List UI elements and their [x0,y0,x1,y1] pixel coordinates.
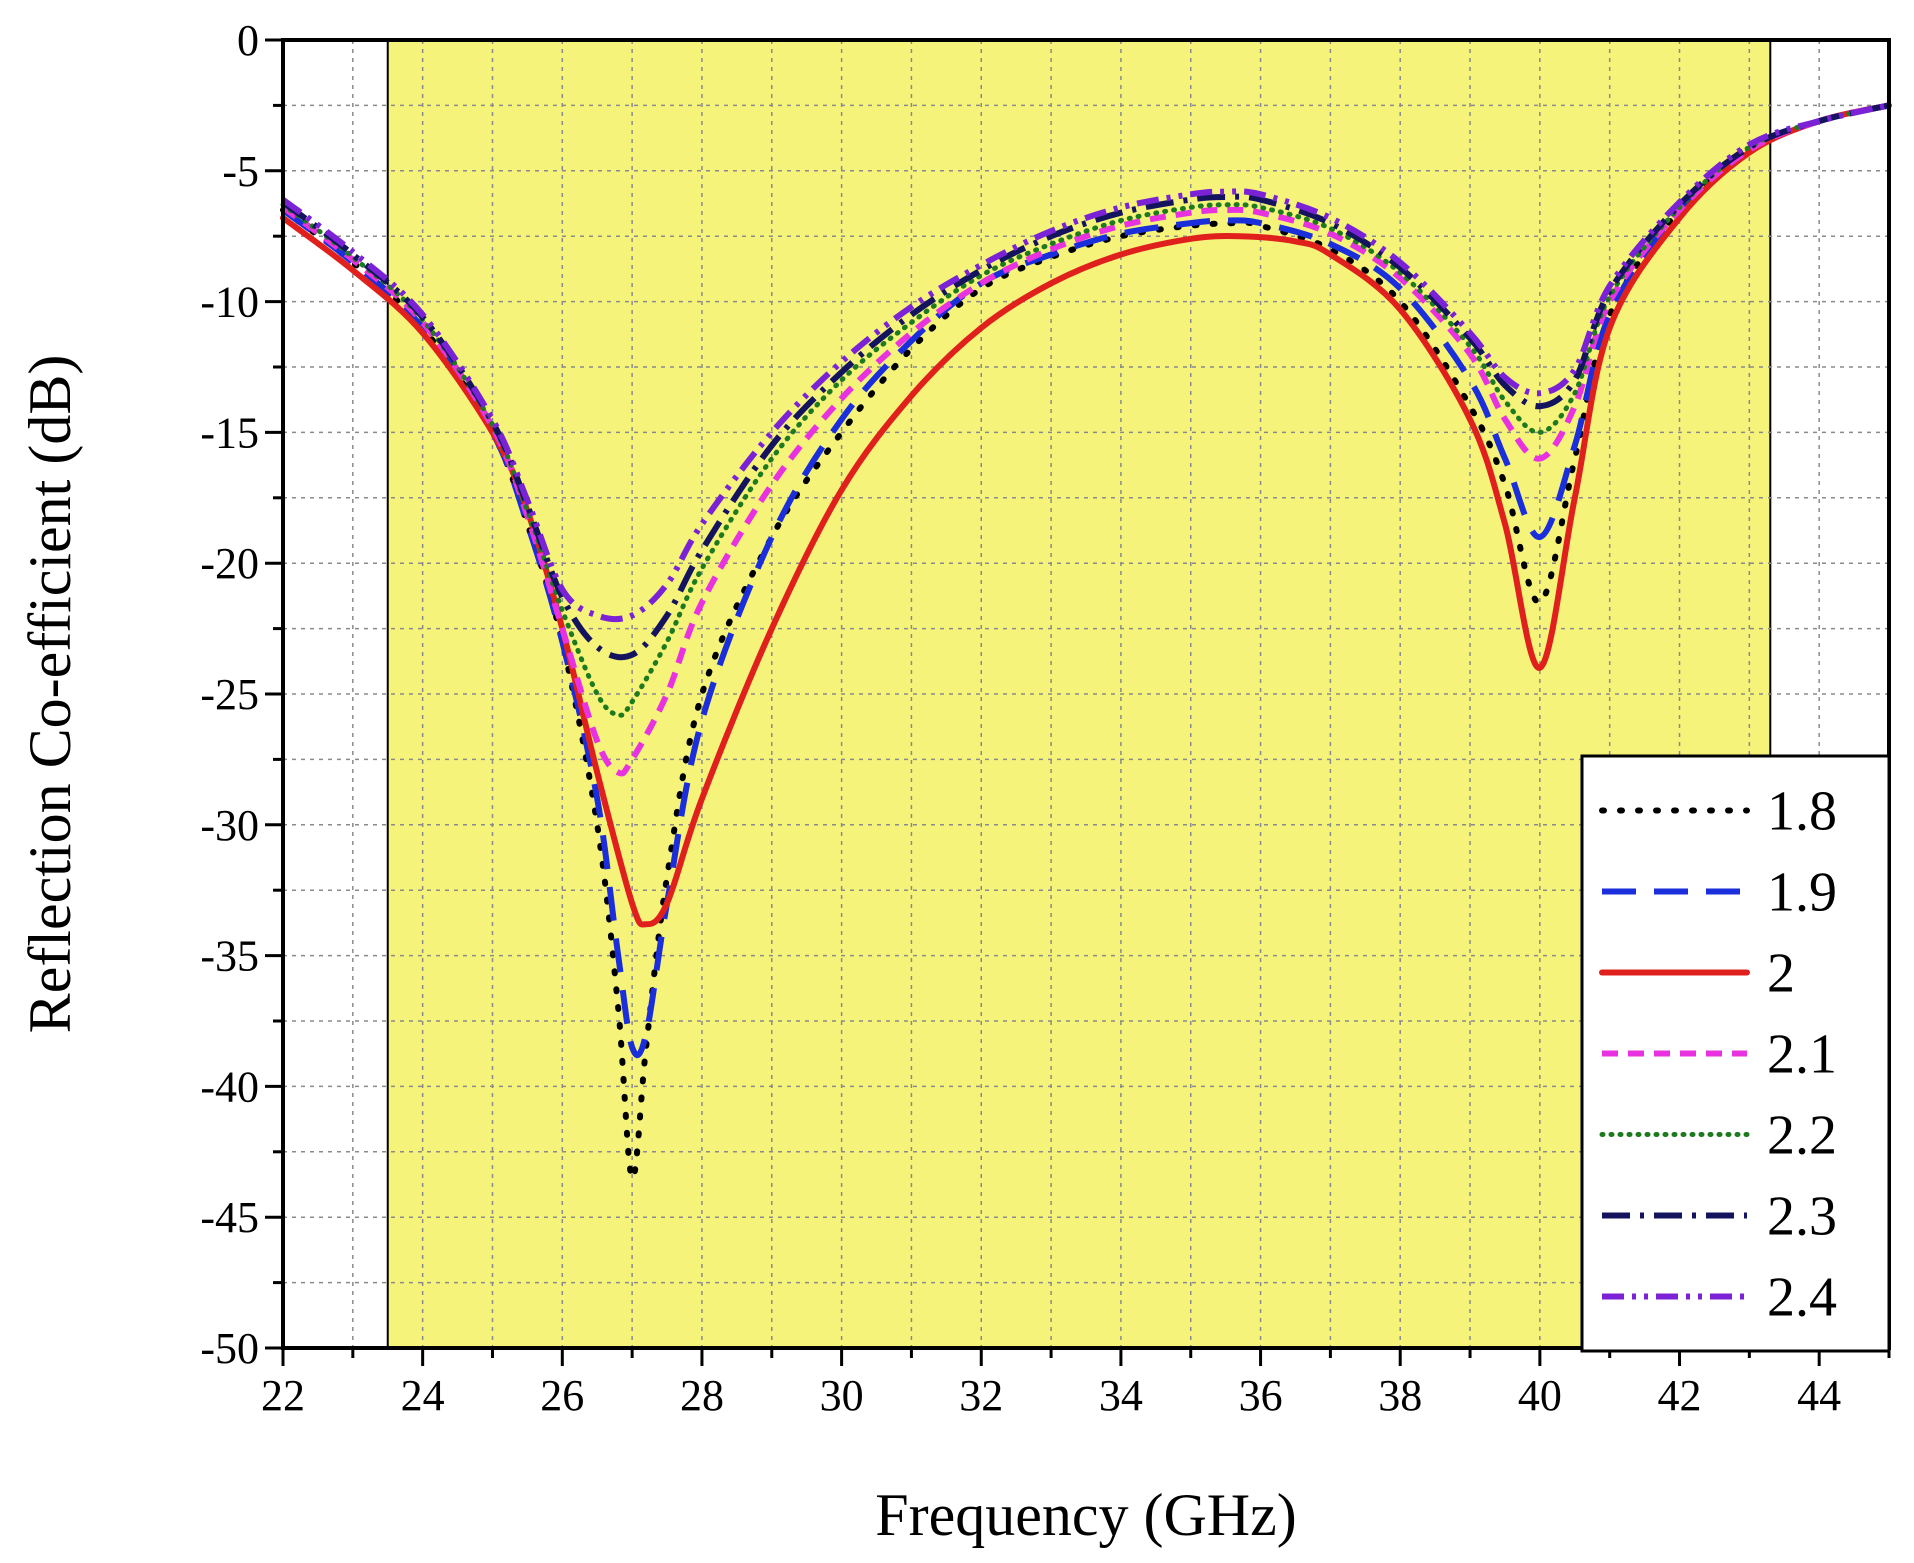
y-tick-label: -10 [200,278,259,327]
x-tick-label: 28 [680,1371,724,1420]
legend-label-2-2: 2.2 [1767,1105,1837,1167]
legend-label-1-8: 1.8 [1767,781,1837,843]
y-tick-label: -45 [200,1193,259,1242]
x-tick-label: 30 [820,1371,864,1420]
x-tick-label: 22 [261,1371,305,1420]
x-axis-title: Frequency (GHz) [875,1482,1297,1548]
y-tick-label: 0 [237,16,259,65]
y-tick-label: -25 [200,670,259,719]
y-tick-label: -20 [200,539,259,588]
x-tick-label: 26 [540,1371,584,1420]
y-tick-label: -5 [222,147,259,196]
legend-label-2: 2 [1767,943,1795,1005]
y-tick-label: -40 [200,1062,259,1111]
x-tick-label: 24 [401,1371,445,1420]
y-tick-label: -15 [200,408,259,457]
x-tick-label: 34 [1099,1371,1143,1420]
y-tick-label: -50 [200,1324,259,1373]
series-line-1-8 [280,102,1892,1182]
x-tick-label: 38 [1378,1371,1422,1420]
x-tick-label: 32 [959,1371,1003,1420]
legend-label-2-3: 2.3 [1767,1186,1837,1248]
tick-labels: 22 24 26 28 30 32 34 36 38 40 42 44 0 -5 -10 -15 -20 -25 -… [200,16,1841,1420]
x-tick-label: 40 [1518,1371,1562,1420]
y-tick-label: -35 [200,932,259,981]
x-tick-label: 44 [1797,1371,1841,1420]
y-axis-title: Reflection Co-efficient (dB) [17,355,83,1034]
axis-ticks [265,38,1891,1366]
series-line-2-4 [281,102,1890,623]
legend: 1.8 1.9 2 2.1 2.2 2.3 2.4 [1580,754,1891,1353]
x-tick-label: 36 [1239,1371,1283,1420]
y-tick-label: -30 [200,801,259,850]
legend-label-2-1: 2.1 [1767,1024,1837,1086]
legend-label-2-4: 2.4 [1767,1267,1837,1329]
x-tick-label: 42 [1658,1371,1702,1420]
series-line-1-9 [281,102,1890,1059]
series-line-2-1 [281,102,1890,777]
legend-label-1-9: 1.9 [1767,862,1837,924]
series-layer [280,102,1892,1182]
